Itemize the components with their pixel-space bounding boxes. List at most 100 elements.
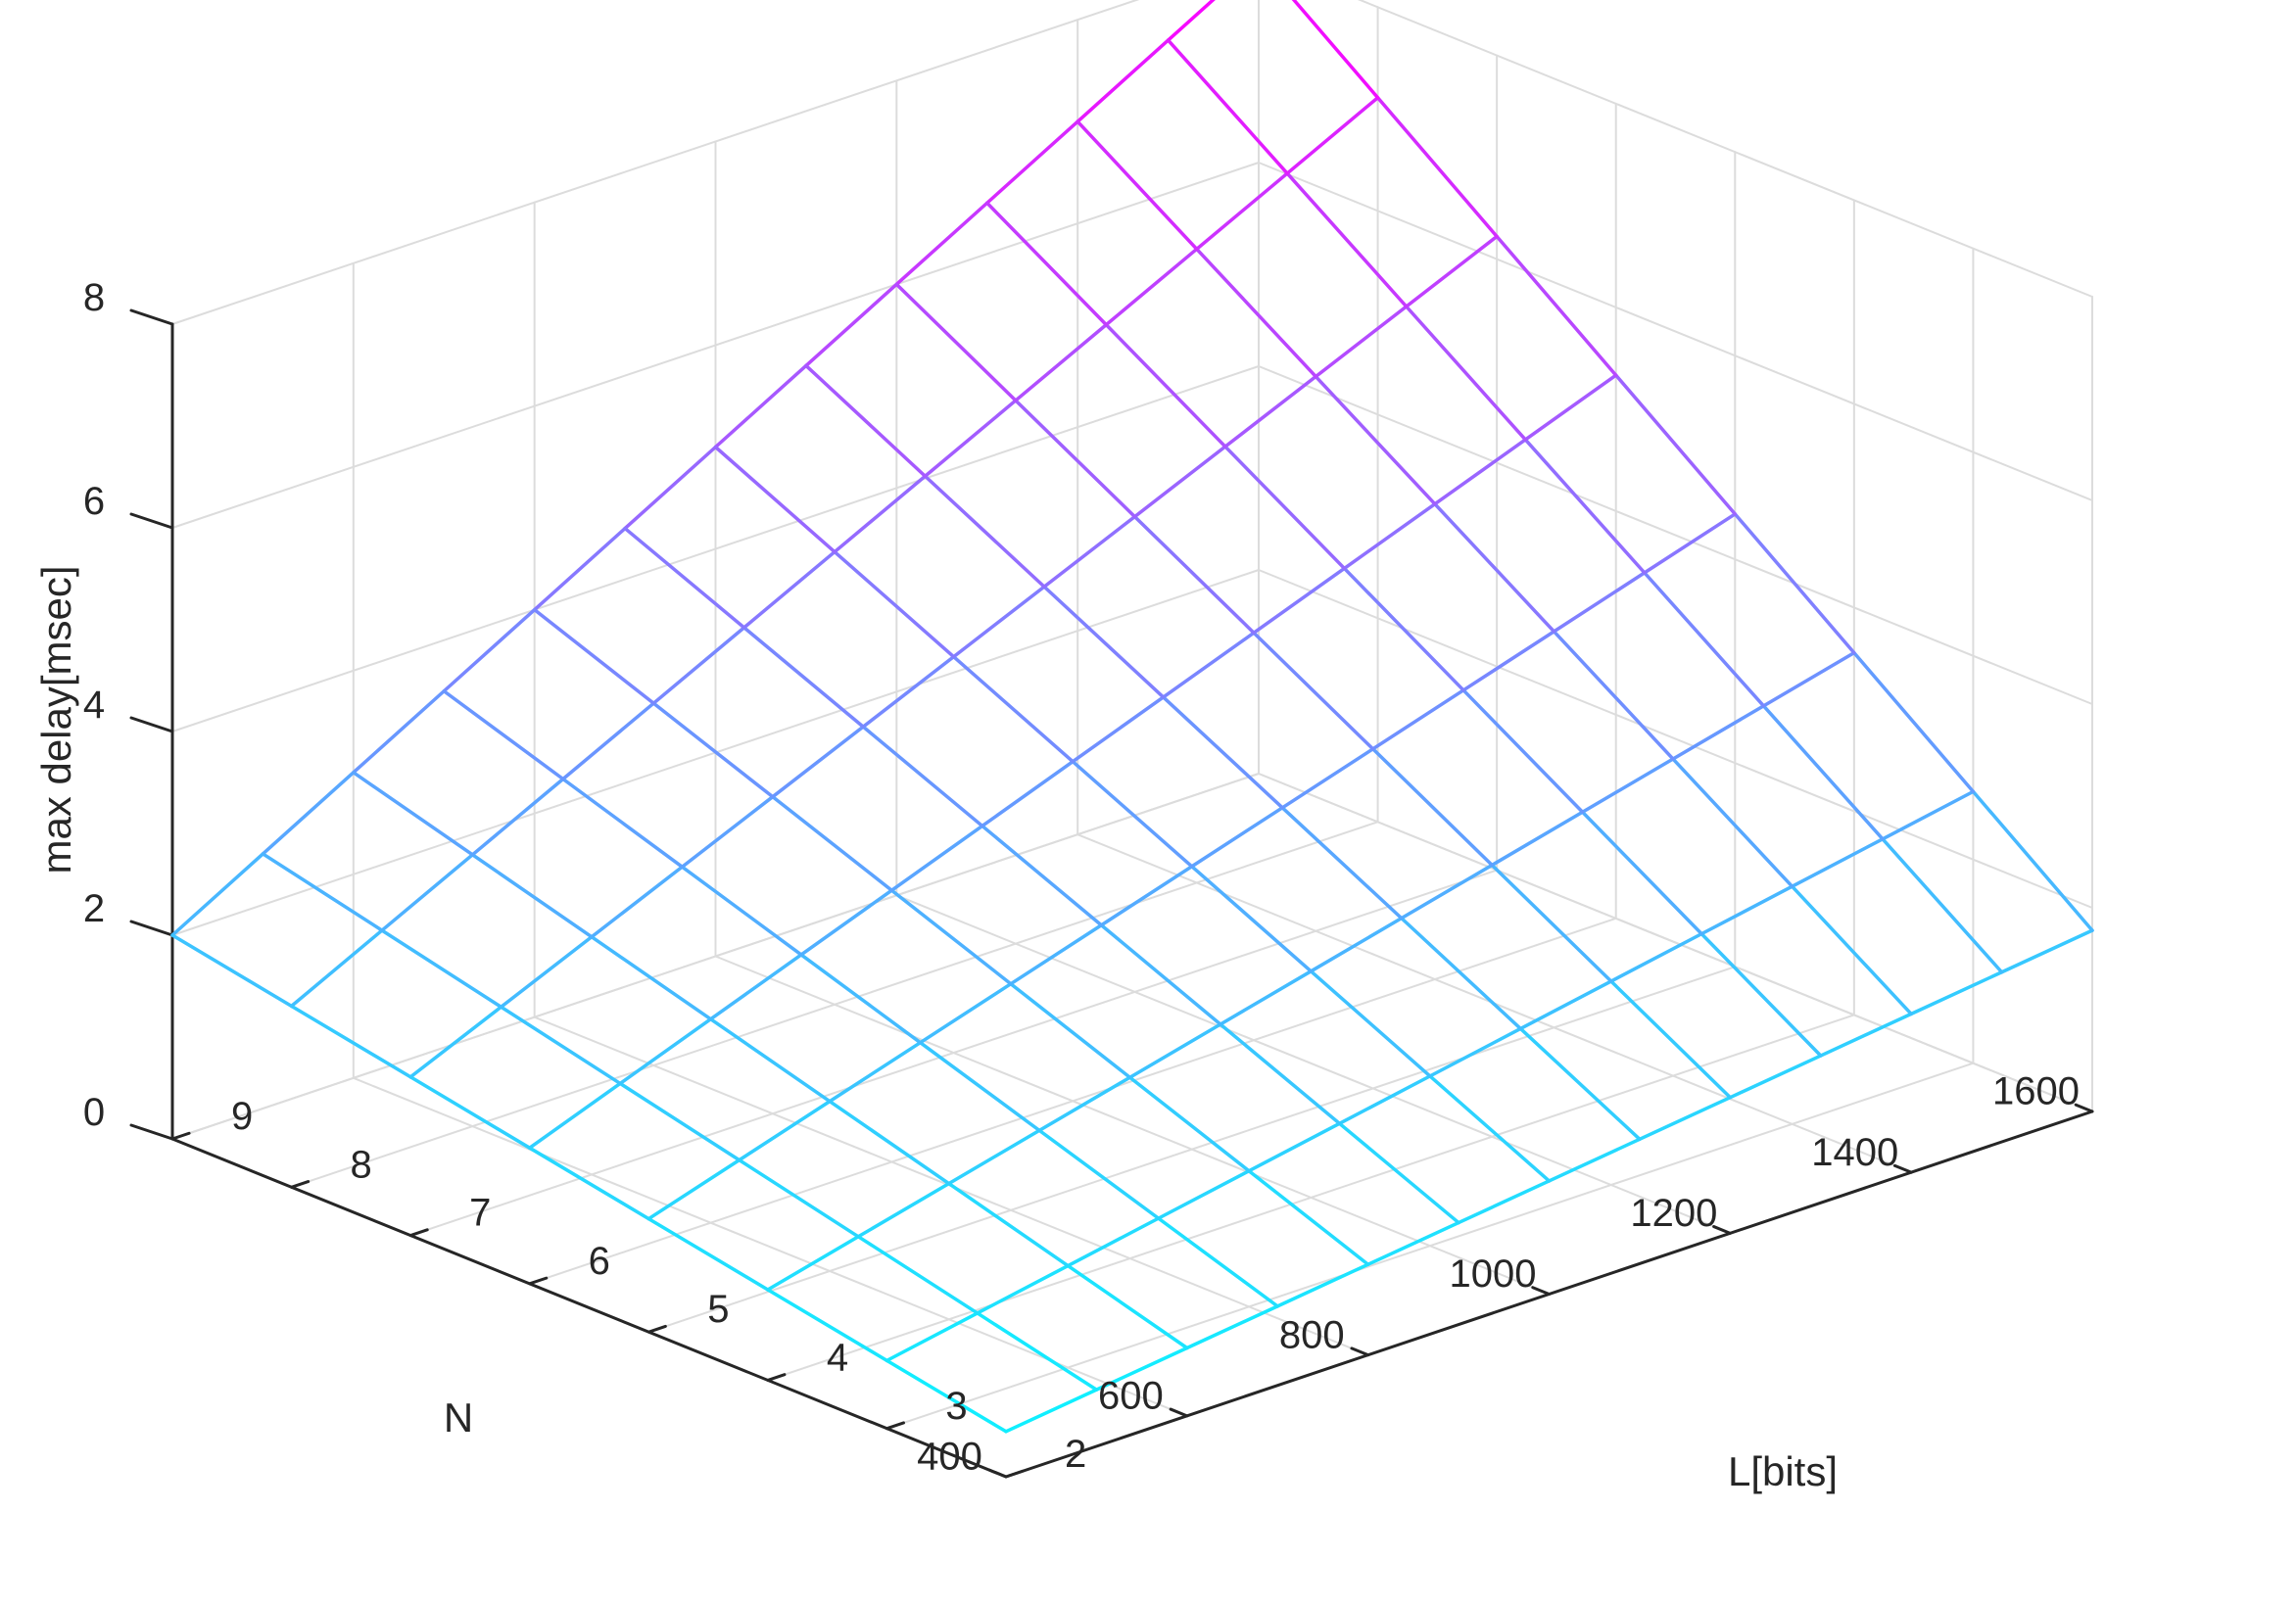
mesh-segment [1066, 1263, 1189, 1350]
mesh-segment [261, 771, 356, 856]
mesh-segment [527, 1146, 651, 1221]
mesh-segment [885, 1311, 980, 1363]
mesh-segment [1495, 234, 1618, 377]
mesh-segment [771, 794, 894, 892]
tick-labels: 400 600 800 1000 1200 1400 1600 2 3 4 5 6 7 8 9 0 2 4 6 8 [83, 276, 2080, 1479]
mesh-segment [1342, 501, 1437, 571]
mesh-segment [1881, 789, 1976, 841]
mesh-segment [861, 654, 956, 729]
mesh-segment [680, 794, 775, 869]
mesh-segment [918, 1040, 1041, 1133]
mesh-segment [1400, 863, 1494, 921]
mesh-segment [1699, 931, 1823, 1058]
mesh-segment [1457, 1179, 1552, 1225]
y-tick-label: 5 [707, 1288, 729, 1331]
y-tick [1004, 1469, 1025, 1479]
mesh-segment [856, 1181, 951, 1239]
grid-line [1357, 0, 2093, 298]
mesh-segment [618, 1016, 713, 1086]
grid-line [171, 365, 1260, 732]
y-axis-line [170, 1137, 1008, 1479]
x-tick-label: 400 [917, 1436, 982, 1479]
mesh-segment [1643, 512, 1738, 575]
mesh-segment [1076, 38, 1171, 123]
mesh-segment [981, 759, 1075, 828]
mesh-segment [1252, 566, 1347, 635]
mesh-segment [1127, 1075, 1251, 1173]
x-tick [1531, 1286, 1551, 1296]
mesh-segment [1428, 1074, 1552, 1183]
mesh-segment [1523, 438, 1647, 575]
mesh-segment [527, 1081, 622, 1150]
y-tick-label: 3 [945, 1385, 967, 1428]
mesh-segment [1638, 1095, 1733, 1142]
mesh-segment [1580, 757, 1675, 814]
mesh-segment [1314, 305, 1409, 379]
mesh-segment [804, 282, 899, 368]
mesh-segment [985, 201, 1109, 327]
y-tick-label: 9 [231, 1095, 253, 1138]
x-tick-label: 1600 [1992, 1070, 2080, 1113]
mesh-segment [918, 981, 1013, 1045]
mesh-segment [889, 824, 984, 892]
mesh-segment [646, 1216, 770, 1292]
mesh-segment [1404, 234, 1499, 308]
mesh-segment [1365, 1220, 1460, 1266]
z-axis-label: max delay[msec] [33, 565, 79, 874]
y-tick [290, 1180, 311, 1189]
mesh-segment [856, 1235, 980, 1315]
mesh-segment [1127, 1022, 1222, 1079]
mesh-segment [828, 1040, 923, 1104]
mesh-segment [713, 445, 837, 554]
mesh-segment [1099, 865, 1194, 927]
mesh-segment [1342, 566, 1465, 692]
mesh-segment [951, 585, 1046, 659]
z-tick [129, 1123, 174, 1141]
mesh-segment [352, 689, 446, 775]
mesh-segment [170, 852, 265, 937]
mesh-segment [833, 474, 928, 554]
mesh-segment [289, 928, 384, 1009]
mesh-segment [804, 363, 928, 479]
mesh-segment [1280, 747, 1375, 810]
x-tick [1350, 1346, 1370, 1357]
mesh-segment [1099, 922, 1222, 1026]
mesh-segment [623, 445, 718, 531]
mesh-segment [442, 607, 537, 693]
mesh-segment [1999, 928, 2094, 974]
mesh-segment [1042, 514, 1137, 589]
mesh-segment [1285, 95, 1380, 175]
grid-line [647, 966, 1737, 1334]
mesh-segment [1252, 631, 1375, 751]
mesh-segment [737, 1157, 861, 1239]
mesh-segment [1643, 571, 1766, 708]
mesh-segment [1166, 0, 1216, 42]
mesh-segment [1523, 373, 1618, 442]
mesh-segment [1699, 884, 1794, 936]
mesh-segment [1190, 865, 1314, 973]
mesh-segment [1337, 1074, 1432, 1126]
mesh-segment [1852, 650, 1976, 794]
mesh-segment [1609, 979, 1733, 1100]
mesh-segment [1490, 863, 1613, 983]
mesh-segment [1223, 374, 1318, 449]
grid-line [1258, 569, 2093, 909]
mesh-segment [799, 888, 894, 957]
mesh-segment [1219, 969, 1314, 1026]
grid-line [352, 1076, 1188, 1417]
mesh-segment [1370, 747, 1494, 868]
mesh-segment [1761, 650, 1856, 708]
mesh-segment [1194, 171, 1289, 252]
mesh-segment [1547, 1137, 1642, 1183]
mesh-segment [289, 1004, 412, 1079]
y-tick-label: 6 [589, 1240, 610, 1283]
mesh-segment [708, 953, 803, 1021]
z-tick-label: 0 [83, 1091, 105, 1134]
grid-line [171, 0, 1140, 325]
mesh-segment [1280, 806, 1404, 921]
mesh-segment [651, 701, 775, 799]
grid-line [409, 869, 1499, 1237]
mesh-segment [923, 474, 1046, 589]
mesh-segment [1223, 445, 1347, 571]
